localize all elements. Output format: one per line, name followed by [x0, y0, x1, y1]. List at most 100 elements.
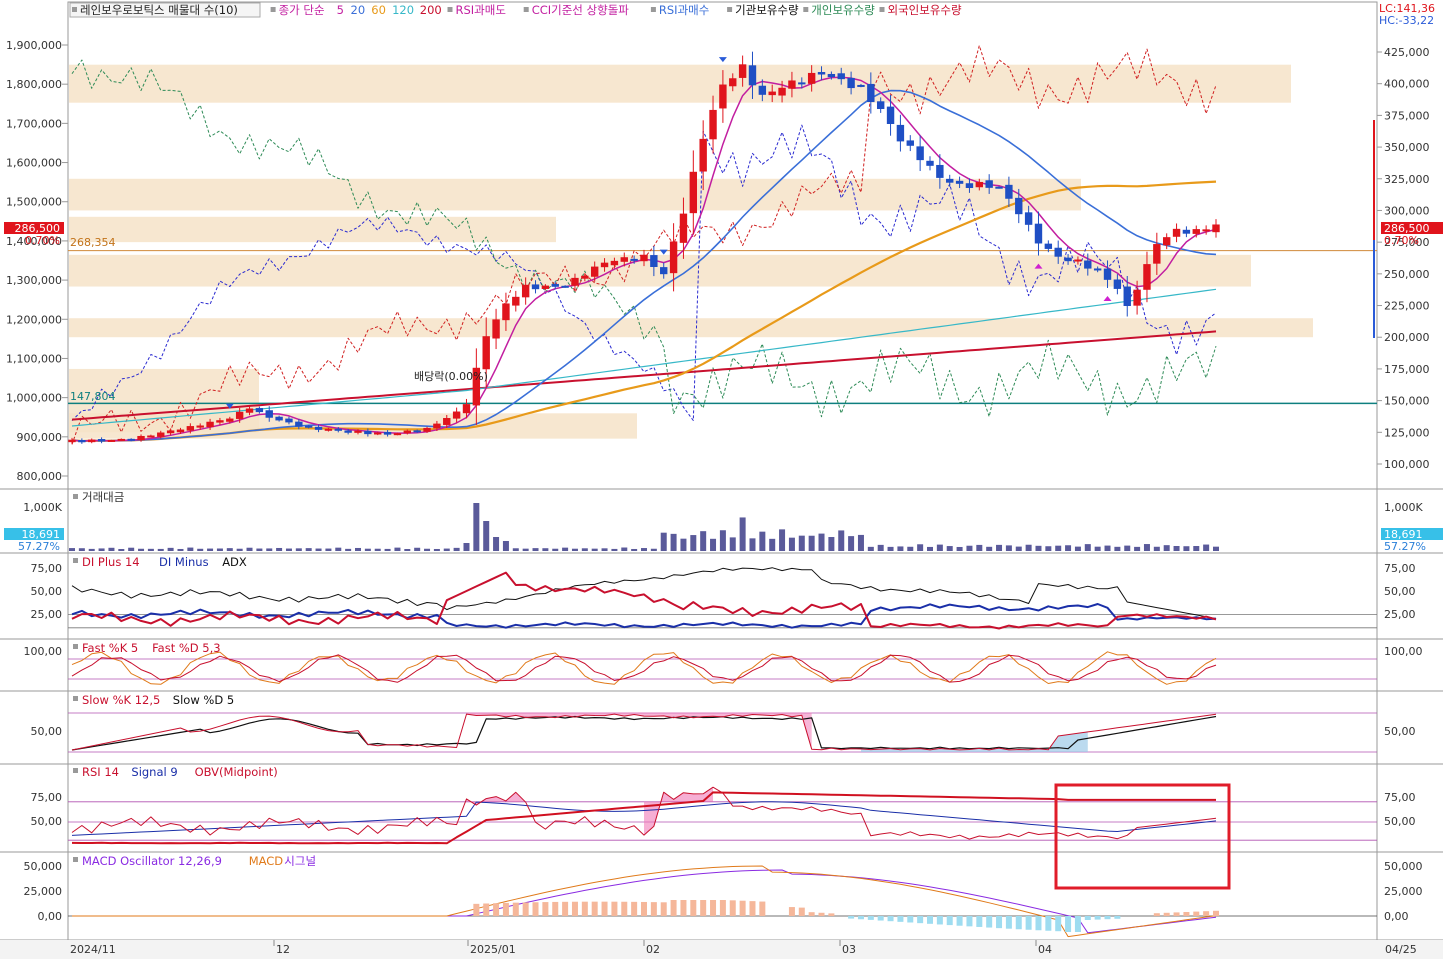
- candle-body[interactable]: [729, 78, 737, 87]
- volume-bar[interactable]: [108, 547, 115, 551]
- candle-body[interactable]: [541, 285, 550, 289]
- volume-bar[interactable]: [483, 521, 490, 551]
- volume-bar[interactable]: [719, 530, 726, 551]
- volume-bar[interactable]: [325, 548, 332, 551]
- volume-bar[interactable]: [838, 530, 845, 551]
- volume-bar[interactable]: [1163, 545, 1170, 551]
- volume-bar[interactable]: [1065, 545, 1072, 551]
- volume-bar[interactable]: [374, 548, 381, 551]
- volume-bar[interactable]: [601, 548, 608, 551]
- candle-body[interactable]: [314, 426, 323, 430]
- candle-body[interactable]: [916, 146, 924, 161]
- macd-oscillator-bar[interactable]: [591, 901, 598, 916]
- candle-body[interactable]: [965, 183, 974, 189]
- candle-body[interactable]: [807, 72, 816, 84]
- volume-bar[interactable]: [128, 547, 135, 551]
- volume-bar[interactable]: [443, 548, 450, 551]
- candle-body[interactable]: [344, 430, 352, 433]
- candle-body[interactable]: [738, 64, 747, 78]
- volume-bar[interactable]: [256, 548, 263, 551]
- volume-bar[interactable]: [266, 548, 273, 551]
- volume-bar[interactable]: [591, 548, 598, 551]
- candle-body[interactable]: [127, 438, 135, 441]
- candle-body[interactable]: [206, 421, 214, 428]
- volume-bar[interactable]: [305, 548, 312, 551]
- macd-oscillator-bar[interactable]: [621, 901, 628, 916]
- candle-body[interactable]: [265, 410, 273, 418]
- volume-bar[interactable]: [739, 517, 746, 551]
- candle-body[interactable]: [650, 255, 658, 267]
- volume-bar[interactable]: [936, 544, 943, 551]
- volume-bar[interactable]: [335, 547, 342, 551]
- volume-bar[interactable]: [996, 544, 1003, 551]
- candle-body[interactable]: [778, 87, 786, 96]
- volume-bar[interactable]: [1213, 546, 1219, 551]
- candle-body[interactable]: [817, 72, 826, 75]
- candle-body[interactable]: [443, 418, 451, 425]
- macd-oscillator-bar[interactable]: [1114, 916, 1121, 919]
- candle-body[interactable]: [886, 106, 895, 124]
- volume-bar[interactable]: [581, 548, 588, 551]
- volume-bar[interactable]: [295, 548, 302, 551]
- candle-body[interactable]: [364, 430, 372, 435]
- volume-bar[interactable]: [216, 548, 223, 551]
- candle-body[interactable]: [620, 257, 628, 262]
- candle-body[interactable]: [876, 101, 885, 110]
- volume-bar[interactable]: [118, 548, 125, 551]
- volume-bar[interactable]: [641, 548, 647, 551]
- candle-body[interactable]: [137, 435, 145, 441]
- volume-bar[interactable]: [424, 548, 431, 551]
- volume-bar[interactable]: [246, 547, 253, 551]
- candle-body[interactable]: [117, 438, 126, 441]
- macd-oscillator-bar[interactable]: [1203, 911, 1210, 916]
- candle-body[interactable]: [295, 421, 303, 427]
- volume-bar[interactable]: [857, 534, 864, 551]
- volume-bar[interactable]: [1055, 545, 1062, 551]
- candle-body[interactable]: [679, 213, 688, 243]
- candle-body[interactable]: [1054, 247, 1062, 257]
- volume-bar[interactable]: [927, 546, 933, 551]
- volume-bar[interactable]: [571, 548, 578, 551]
- macd-oscillator-bar[interactable]: [660, 902, 667, 916]
- macd-oscillator-bar[interactable]: [719, 900, 726, 916]
- macd-oscillator-bar[interactable]: [562, 901, 569, 916]
- candle-body[interactable]: [1015, 197, 1023, 215]
- macd-oscillator-bar[interactable]: [1153, 913, 1160, 916]
- macd-oscillator-bar[interactable]: [571, 901, 578, 916]
- candle-body[interactable]: [847, 77, 855, 89]
- volume-bar[interactable]: [502, 541, 509, 551]
- volume-bar[interactable]: [1025, 544, 1032, 551]
- candle-body[interactable]: [512, 296, 520, 306]
- macd-oscillator-bar[interactable]: [493, 903, 500, 916]
- candle-body[interactable]: [186, 426, 195, 431]
- candle-body[interactable]: [581, 275, 589, 279]
- macd-oscillator-bar[interactable]: [611, 901, 618, 916]
- candle-body[interactable]: [275, 416, 283, 421]
- macd-oscillator-bar[interactable]: [1045, 916, 1052, 931]
- volume-bar[interactable]: [631, 548, 638, 551]
- candle-body[interactable]: [147, 435, 155, 438]
- volume-bar[interactable]: [285, 548, 292, 551]
- candle-body[interactable]: [906, 140, 914, 146]
- volume-bar[interactable]: [887, 546, 894, 551]
- volume-bar[interactable]: [433, 548, 440, 551]
- volume-bar[interactable]: [660, 532, 667, 551]
- macd-oscillator-bar[interactable]: [502, 902, 509, 916]
- macd-oscillator-bar[interactable]: [552, 901, 559, 916]
- candle-body[interactable]: [1034, 223, 1043, 244]
- candle-body[interactable]: [1192, 229, 1200, 234]
- volume-bar[interactable]: [69, 548, 75, 551]
- candle-body[interactable]: [699, 138, 707, 172]
- volume-bar[interactable]: [542, 548, 549, 551]
- volume-bar[interactable]: [532, 548, 539, 551]
- volume-bar[interactable]: [1124, 545, 1131, 551]
- candle-body[interactable]: [1044, 243, 1053, 249]
- candle-body[interactable]: [946, 178, 954, 183]
- candle-body[interactable]: [68, 439, 76, 443]
- macd-oscillator-bar[interactable]: [1084, 916, 1091, 920]
- volume-bar[interactable]: [848, 536, 855, 551]
- volume-bar[interactable]: [315, 548, 322, 551]
- macd-oscillator-bar[interactable]: [966, 916, 973, 927]
- volume-bar[interactable]: [680, 538, 687, 551]
- volume-bar[interactable]: [88, 548, 95, 551]
